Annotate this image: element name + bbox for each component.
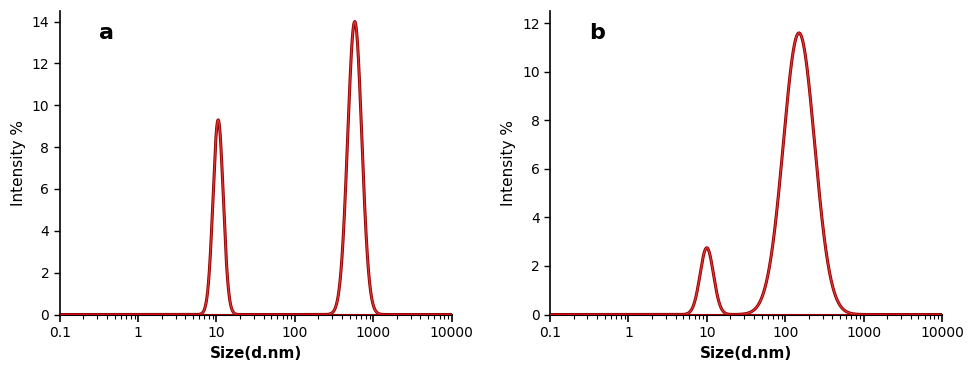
Y-axis label: Intensity %: Intensity % (501, 120, 517, 206)
Text: a: a (98, 23, 114, 43)
X-axis label: Size(d.nm): Size(d.nm) (700, 346, 792, 361)
X-axis label: Size(d.nm): Size(d.nm) (210, 346, 302, 361)
Y-axis label: Intensity %: Intensity % (11, 120, 26, 206)
Text: b: b (589, 23, 605, 43)
